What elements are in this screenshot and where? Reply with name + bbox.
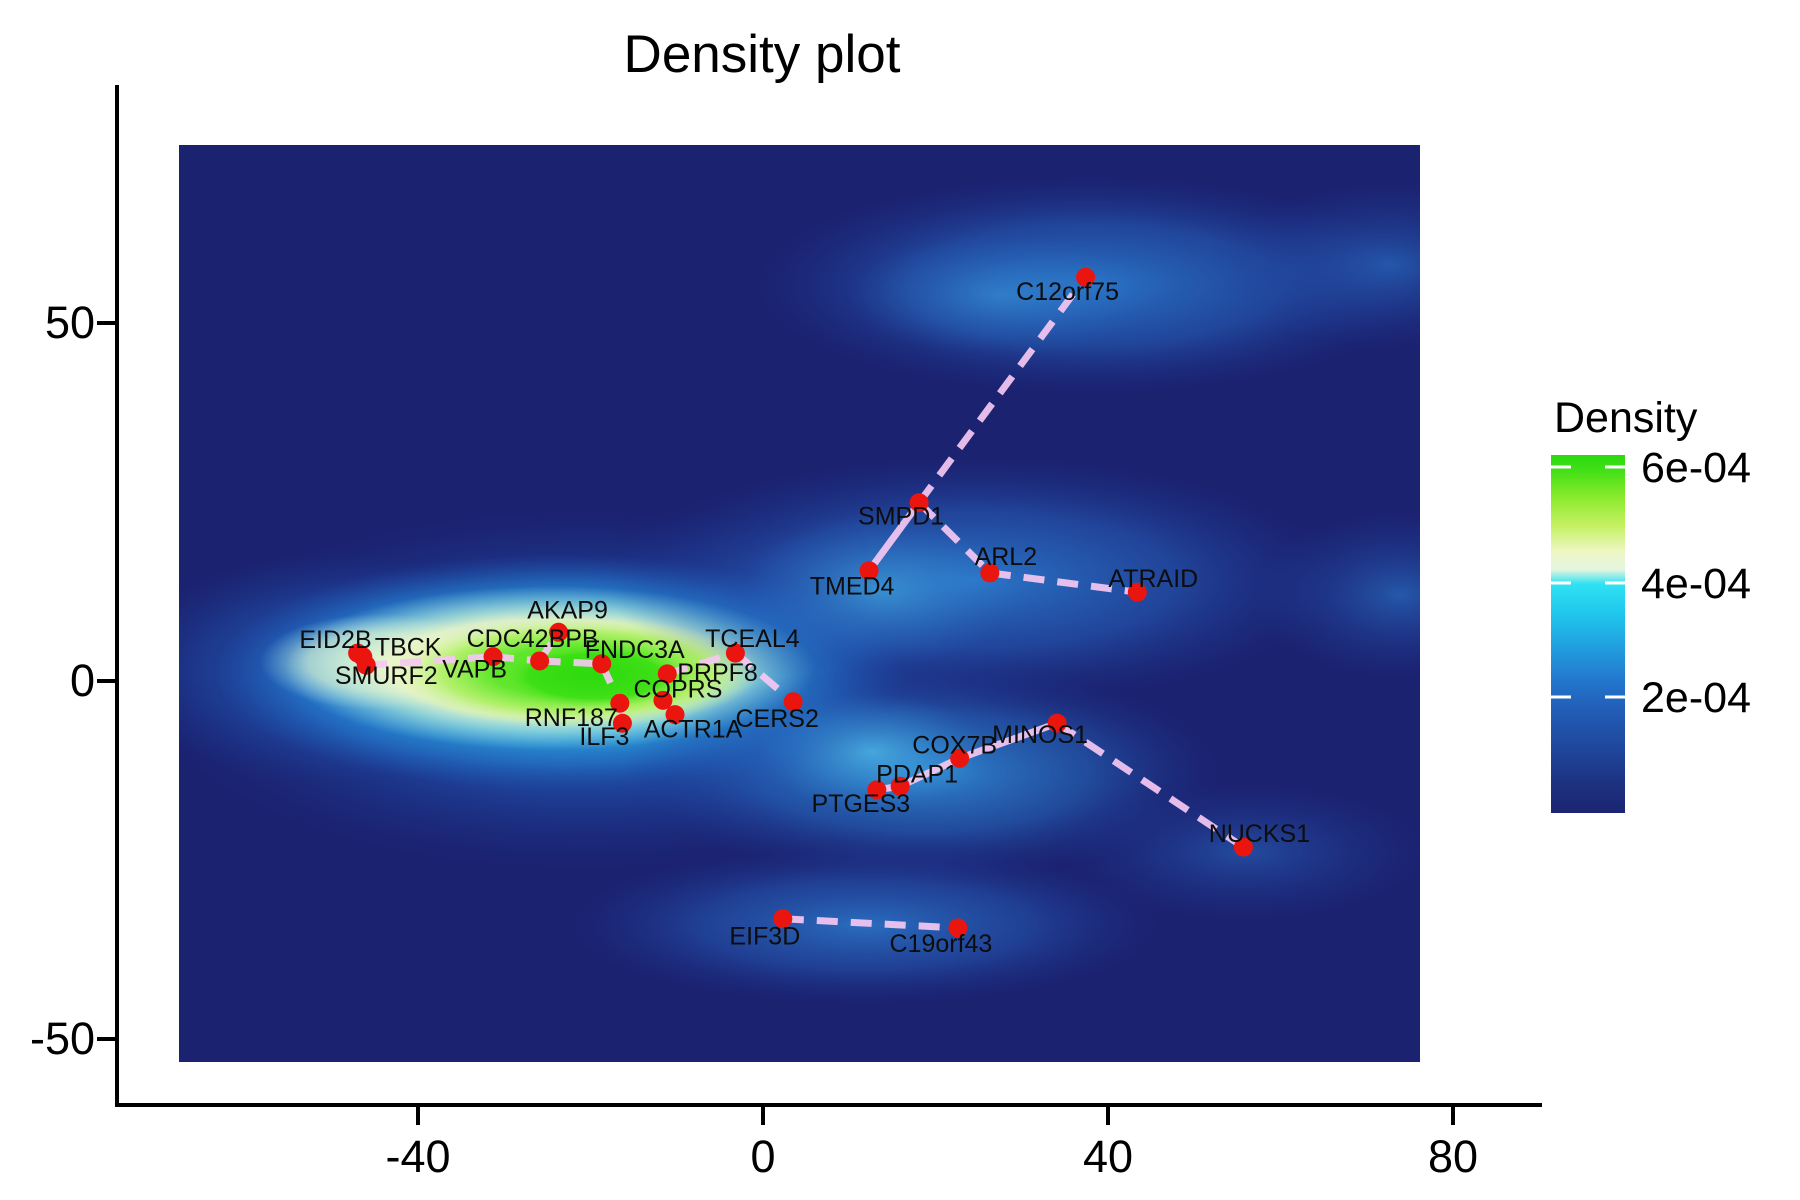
- point-ILF3: [612, 713, 632, 733]
- point-SMPD1: [909, 493, 929, 513]
- density-blob: [850, 235, 1150, 355]
- label-PTGES3: PTGES3: [812, 790, 911, 818]
- point-NUCKS1: [1233, 837, 1253, 857]
- label-C19orf43: C19orf43: [889, 930, 992, 958]
- label-RNF187: RNF187: [525, 704, 618, 732]
- label-TCEAL4: TCEAL4: [705, 625, 800, 653]
- label-ILF3: ILF3: [579, 723, 629, 751]
- label-COPRS: COPRS: [633, 675, 722, 703]
- edge-EIF3D-C19orf43: [782, 915, 959, 932]
- edge-SMPD1-ARL2: [916, 500, 993, 576]
- label-COX7B: COX7B: [912, 731, 997, 759]
- edge-MINOS1-NUCKS1: [1055, 720, 1246, 851]
- label-TMED4: TMED4: [810, 573, 895, 601]
- legend-value-label: 4e-04: [1641, 560, 1751, 608]
- legend-title: Density: [1554, 394, 1698, 442]
- label-CDC42BPB: CDC42BPB: [467, 625, 599, 653]
- axes-layer: -40 0 40 80 50 0 -50: [30, 85, 1542, 1182]
- point-TCEAL4: [725, 643, 745, 663]
- density-blob: [1220, 180, 1420, 350]
- y-tick-label: -50: [30, 1013, 95, 1064]
- label-NUCKS1: NUCKS1: [1209, 820, 1310, 848]
- point-EIF3D: [773, 909, 793, 929]
- point-ATRAID: [1127, 582, 1147, 602]
- label-MINOS1: MINOS1: [992, 721, 1088, 749]
- label-EID2B: EID2B: [299, 626, 371, 654]
- density-blob: [757, 694, 987, 810]
- point-SMURF2: [356, 655, 376, 675]
- point-PTGES3: [867, 780, 887, 800]
- x-tick-label: -40: [385, 1131, 450, 1182]
- point-PRPF8: [657, 664, 677, 684]
- x-tick-label: 40: [1083, 1131, 1133, 1182]
- label-ACTR1A: ACTR1A: [644, 716, 743, 744]
- label-C12orf75: C12orf75: [1016, 278, 1119, 306]
- label-SMURF2: SMURF2: [335, 662, 438, 690]
- point-CERS2: [783, 692, 803, 712]
- edge-PDAP1-COX7B: [898, 755, 962, 790]
- point-RNF187: [610, 693, 630, 713]
- legend-value-label: 6e-04: [1641, 444, 1751, 492]
- label-EIF3D: EIF3D: [729, 923, 800, 951]
- edge-TMED4-SMPD1: [866, 500, 922, 573]
- label-AKAP9: AKAP9: [527, 596, 608, 624]
- label-ATRAID: ATRAID: [1108, 565, 1198, 593]
- point-FNDC3A: [592, 654, 612, 674]
- point-VAPB: [483, 647, 503, 667]
- label-SMPD1: SMPD1: [858, 503, 944, 531]
- label-FNDC3A: FNDC3A: [585, 636, 685, 664]
- label-ARL2: ARL2: [975, 543, 1038, 571]
- edge-TCEAL4-CERS2: [733, 650, 796, 705]
- point-ACTR1A: [665, 705, 685, 725]
- point-MINOS1: [1047, 713, 1067, 733]
- point-C12orf75: [1076, 267, 1096, 287]
- edge-ARL2-ATRAID: [989, 569, 1138, 596]
- point-C19orf43: [948, 918, 968, 938]
- label-VAPB: VAPB: [442, 656, 507, 684]
- point-PDAP1: [890, 776, 910, 796]
- label-CERS2: CERS2: [736, 705, 819, 733]
- point-ARL2: [980, 563, 1000, 583]
- data-points-layer: [348, 267, 1253, 938]
- edge-PRPF8-TCEAL4: [666, 649, 737, 678]
- edge-COX7B-MINOS1: [958, 719, 1059, 762]
- density-blob: [1250, 510, 1420, 680]
- edge-SMPD1-C12orf75: [916, 275, 1089, 505]
- point-AKAP9: [549, 622, 569, 642]
- legend-value-label: 2e-04: [1641, 674, 1751, 722]
- label-PRPF8: PRPF8: [677, 659, 758, 687]
- x-tick-label: 0: [750, 1131, 775, 1182]
- label-PDAP1: PDAP1: [876, 760, 958, 788]
- density-blob: [740, 515, 1020, 665]
- edge-CDC42BPB-FNDC3A: [539, 657, 602, 668]
- legend-colorbar: 6e-04 4e-04 2e-04: [1551, 444, 1751, 813]
- chart-title: Density plot: [624, 25, 901, 84]
- point-COPRS: [653, 690, 673, 710]
- legend-gradient-bar: [1551, 455, 1625, 813]
- y-tick-label: 50: [45, 297, 95, 348]
- label-TBCK: TBCK: [375, 634, 442, 662]
- point-COX7B: [950, 748, 970, 768]
- point-TMED4: [859, 561, 879, 581]
- x-tick-label: 80: [1428, 1131, 1478, 1182]
- edge-SMURF2-VAPB: [366, 653, 494, 669]
- y-tick-label: 0: [70, 655, 95, 706]
- point-CDC42BPB: [530, 651, 550, 671]
